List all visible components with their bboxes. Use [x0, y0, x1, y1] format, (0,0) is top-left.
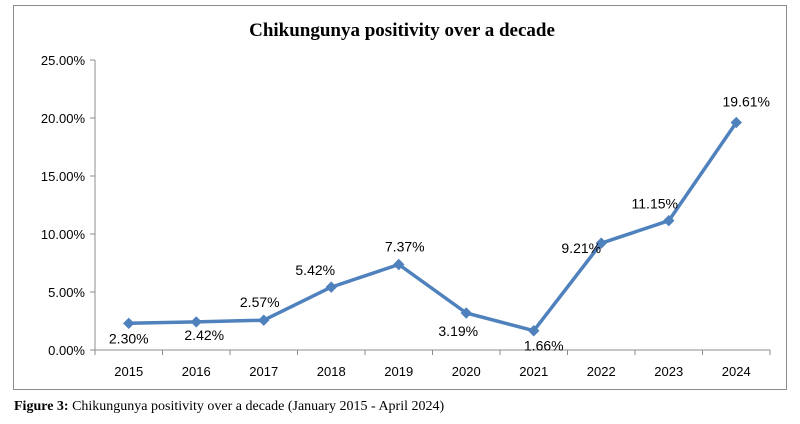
data-point-marker — [595, 237, 607, 249]
data-label: 11.15% — [632, 196, 678, 212]
y-tick-label: 5.00% — [48, 285, 85, 300]
series-line — [128, 121, 738, 333]
x-tick-label: 2018 — [317, 364, 346, 379]
chart-title: Chikungunya positivity over a decade — [249, 20, 555, 41]
data-point-marker — [663, 214, 675, 227]
y-tick-label: 10.00% — [41, 227, 86, 242]
data-label: 7.37% — [385, 239, 425, 255]
data-label: 2.30% — [109, 330, 149, 346]
x-tick-label: 2024 — [722, 364, 751, 379]
x-tick-label: 2021 — [519, 364, 548, 379]
data-point-marker — [325, 281, 337, 293]
caption-label: Figure 3: — [14, 399, 69, 414]
data-point-marker — [460, 307, 472, 319]
x-tick-label: 2017 — [249, 364, 278, 379]
data-point-marker — [730, 116, 742, 129]
x-tick-label: 2020 — [452, 364, 481, 379]
data-point-marker — [528, 325, 540, 337]
caption-text: Chikungunya positivity over a decade (Ja… — [68, 399, 445, 414]
data-label: 5.42% — [295, 262, 335, 278]
data-label: 2.57% — [240, 294, 280, 310]
x-tick-label: 2015 — [114, 364, 143, 379]
data-label: 2.42% — [184, 327, 224, 343]
series-layer — [123, 116, 742, 337]
data-label: 9.21% — [561, 240, 601, 256]
data-point-marker — [393, 258, 405, 271]
data-labels: 2.30% 2.42% 2.57% 5.42% 7.37% 3.19% 1.66% 9.21%… — [109, 94, 770, 354]
data-point-marker — [190, 316, 202, 328]
y-tick-label: 15.00% — [41, 169, 86, 184]
data-point-marker — [258, 314, 270, 326]
y-tick-label: 0.00% — [48, 343, 85, 358]
chart-frame — [13, 5, 787, 390]
data-point-marker — [123, 317, 135, 330]
x-tick-label: 2022 — [587, 364, 616, 379]
x-tick-label: 2016 — [182, 364, 211, 379]
y-tick-label: 25.00% — [41, 53, 86, 68]
figure-caption: Figure 3: Chikungunya positivity over a … — [14, 399, 444, 415]
x-tick-label: 2019 — [384, 364, 413, 379]
x-axis-ticks: 2015 2016 2017 2018 2019 2020 2021 2022 2023 2024 — [94, 350, 771, 379]
y-tick-label: 20.00% — [41, 111, 86, 126]
data-label: 3.19% — [438, 323, 478, 339]
data-label: 1.66% — [524, 338, 564, 354]
data-label: 19.61% — [723, 94, 770, 110]
y-axis-ticks: 0.00% 5.00% 10.00% 15.00% 20.00% 25.00% — [41, 53, 95, 358]
x-tick-label: 2023 — [654, 364, 683, 379]
